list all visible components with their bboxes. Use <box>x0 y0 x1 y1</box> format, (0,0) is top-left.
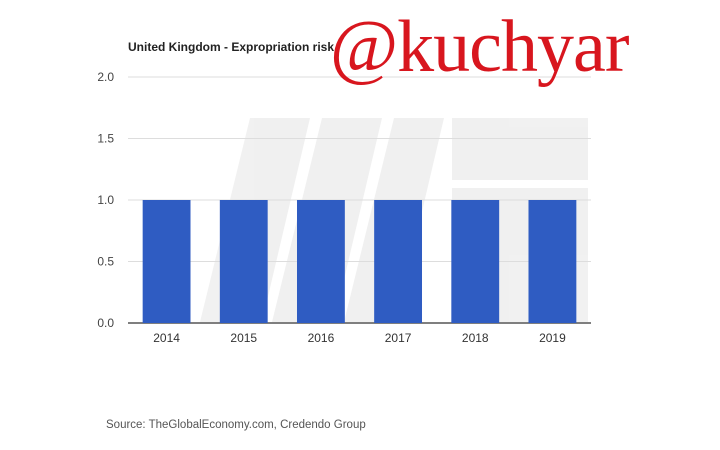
y-tick-label: 0.5 <box>97 255 114 269</box>
bar-2017 <box>374 200 423 323</box>
x-tick-label: 2019 <box>539 331 566 345</box>
y-tick-label: 2.0 <box>97 70 114 84</box>
chart-title: United Kingdom - Expropriation risk <box>128 40 335 54</box>
bar-2018 <box>451 200 500 323</box>
y-axis-ticks: 0.0 0.5 1.0 1.5 2.0 <box>97 70 114 330</box>
x-tick-label: 2016 <box>308 331 335 345</box>
bar-2019 <box>528 200 577 323</box>
y-tick-label: 0.0 <box>97 316 114 330</box>
y-tick-label: 1.0 <box>97 193 114 207</box>
bar-2016 <box>296 200 345 323</box>
bar-2014 <box>142 200 191 323</box>
source-note: Source: TheGlobalEconomy.com, Credendo G… <box>106 419 366 431</box>
x-axis-ticks: 2014 2015 2016 2017 2018 2019 <box>153 331 566 345</box>
watermark-text: @kuchyar <box>330 6 629 88</box>
x-tick-label: 2018 <box>462 331 489 345</box>
gridlines <box>128 76 591 324</box>
bar-2015 <box>219 200 268 323</box>
x-tick-label: 2014 <box>153 331 180 345</box>
x-tick-label: 2017 <box>385 331 412 345</box>
y-tick-label: 1.5 <box>97 132 114 146</box>
bars <box>142 200 577 323</box>
x-tick-label: 2015 <box>230 331 257 345</box>
